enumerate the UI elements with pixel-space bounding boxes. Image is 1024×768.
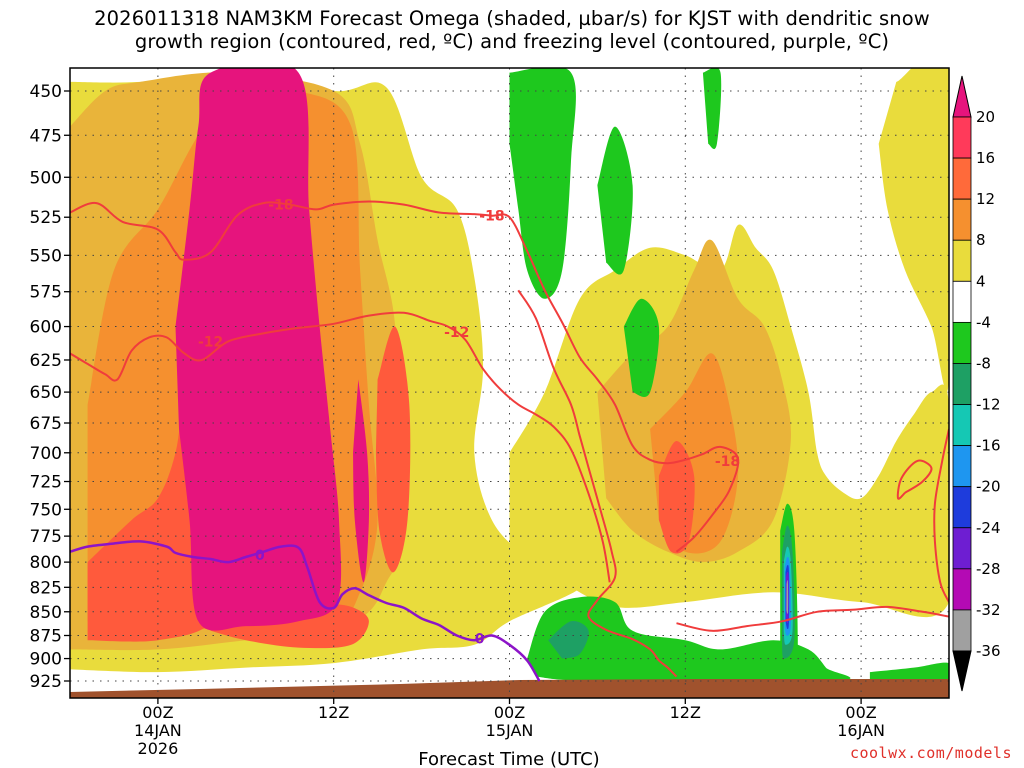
y-tick-label-850: 850	[30, 603, 62, 623]
colorbar-label-7: -12	[976, 396, 1001, 414]
colorbar-bin-11	[952, 568, 972, 611]
y-tick-label-450: 450	[30, 82, 62, 102]
y-tick-label-625: 625	[30, 351, 62, 371]
y-axis: 450 475 500 525 550 575 600 625 650 675 700 725 750 7…	[30, 82, 70, 692]
dgz-contour-label-3: -12	[444, 325, 469, 341]
chart-title-line-2: growth region (contoured, red, ºC) and f…	[134, 30, 890, 53]
colorbar-bin-10	[952, 527, 972, 570]
colorbar-label-2: 12	[976, 190, 995, 208]
y-tick-label-775: 775	[30, 527, 62, 547]
dgz-contour-right-wall	[933, 428, 949, 603]
y-tick-label-475: 475	[30, 126, 62, 146]
colorbar-label-8: -16	[976, 437, 1001, 455]
colorbar-label-0: 20	[976, 108, 995, 126]
colorbar-label-1: 16	[976, 149, 995, 167]
dgz-contour-label-4: -18	[715, 454, 740, 470]
omega-region-red-east-spot	[375, 326, 411, 573]
colorbar-bin-0	[952, 116, 972, 159]
x-tick-label-time-10: 12Z	[318, 703, 349, 722]
freezing-level-contour	[70, 540, 541, 682]
credit-text: coolwx.com/models	[849, 744, 1012, 762]
dgz-contour-minus12	[70, 311, 611, 583]
colorbar-bin-12	[952, 609, 972, 652]
y-tick-label-700: 700	[30, 444, 62, 464]
dgz-contour-label-1: -18	[479, 209, 504, 225]
omega-region-magenta-main	[175, 68, 342, 631]
x-tick-label-time-30: 12Z	[670, 703, 701, 722]
dgz-contour-lower-minus18	[517, 289, 678, 678]
colorbar-bin-4	[952, 280, 972, 323]
colorbar-label-12: -32	[976, 601, 1001, 619]
x-tick-label-date-0: 14JAN	[134, 721, 182, 740]
chart-title-line-1: 2026011318 NAM3KM Forecast Omega (shaded…	[94, 7, 930, 30]
omega-region-green-top	[509, 68, 576, 299]
colorbar-label-11: -28	[976, 560, 1001, 578]
omega-region-magenta-strip	[353, 379, 370, 583]
x-tick-label-year-0: 2026	[138, 739, 179, 758]
dgz-contour-upper-minus18	[70, 200, 740, 553]
y-tick-label-500: 500	[30, 168, 62, 188]
omega-region-yellow-east-upper	[878, 68, 949, 392]
colorbar-label-13: -36	[976, 642, 1001, 660]
terrain-fill	[70, 679, 949, 698]
dgz-contour-far-right	[676, 605, 949, 632]
colorbar-label-6: -8	[976, 354, 991, 372]
freezing-contour-label-0: 0	[255, 548, 265, 564]
omega-region-core-black	[786, 580, 789, 614]
dgz-contour-small-loop	[896, 459, 933, 500]
colorbar-bottom-arrow	[952, 650, 972, 692]
colorbar-bin-2	[952, 198, 972, 241]
y-tick-label-600: 600	[30, 318, 62, 338]
y-tick-label-800: 800	[30, 553, 62, 573]
colorbar-bin-7	[952, 404, 972, 447]
y-tick-label-825: 825	[30, 578, 62, 598]
y-tick-label-550: 550	[30, 246, 62, 266]
colorbar-label-4: 4	[976, 272, 986, 290]
x-tick-label-time-40: 00Z	[845, 703, 876, 722]
y-tick-label-675: 675	[30, 414, 62, 434]
colorbar-bin-3	[952, 239, 972, 282]
freezing-contour-label-1: 0	[475, 631, 485, 647]
y-tick-label-875: 875	[30, 626, 62, 646]
x-tick-label-time-20: 00Z	[494, 703, 525, 722]
terrain-ground	[70, 679, 949, 698]
omega-region-red-central-spot	[658, 441, 695, 554]
x-tick-label-date-20: 15JAN	[486, 721, 534, 740]
colorbar-label-9: -20	[976, 478, 1001, 496]
colorbar-bin-5	[952, 321, 972, 364]
x-axis-title: Forecast Time (UTC)	[418, 749, 599, 768]
y-tick-label-575: 575	[30, 283, 62, 303]
colorbar-top-arrow	[952, 75, 972, 118]
y-tick-label-525: 525	[30, 208, 62, 228]
omega-region-green-top-2	[597, 126, 633, 275]
colorbar-label-10: -24	[976, 519, 1001, 537]
omega-region-green-bottom	[527, 596, 851, 683]
omega-region-green-top-3	[702, 68, 722, 150]
omega-region-green-mid	[623, 298, 660, 397]
x-tick-label-time-0: 00Z	[142, 703, 173, 722]
colorbar-bin-8	[952, 445, 972, 488]
y-tick-label-750: 750	[30, 500, 62, 520]
y-tick-label-725: 725	[30, 473, 62, 493]
colorbar-label-5: -4	[976, 313, 991, 331]
colorbar-bin-6	[952, 363, 972, 405]
y-tick-label-650: 650	[30, 383, 62, 403]
omega-region-green-bottom-right	[869, 662, 949, 683]
x-tick-label-date-40: 16JAN	[837, 721, 885, 740]
dgz-contour-label-2: -12	[198, 334, 223, 350]
contour-labels: -18 -18 -12 -12 -18 0 0	[198, 198, 740, 648]
colorbar: 20 16 12 8 4 -4 -8 -12 -16 -20 -24 -28 -32 -36	[952, 75, 1001, 692]
omega-region-teal-bottom	[548, 621, 589, 659]
colorbar-label-3: 8	[976, 231, 986, 249]
dgz-contour-label-0: -18	[268, 198, 293, 214]
contour-lines	[70, 200, 949, 682]
y-tick-label-900: 900	[30, 650, 62, 670]
colorbar-bin-9	[952, 486, 972, 529]
y-tick-label-925: 925	[30, 672, 62, 692]
colorbar-bin-1	[952, 157, 972, 200]
gridlines	[70, 68, 949, 698]
